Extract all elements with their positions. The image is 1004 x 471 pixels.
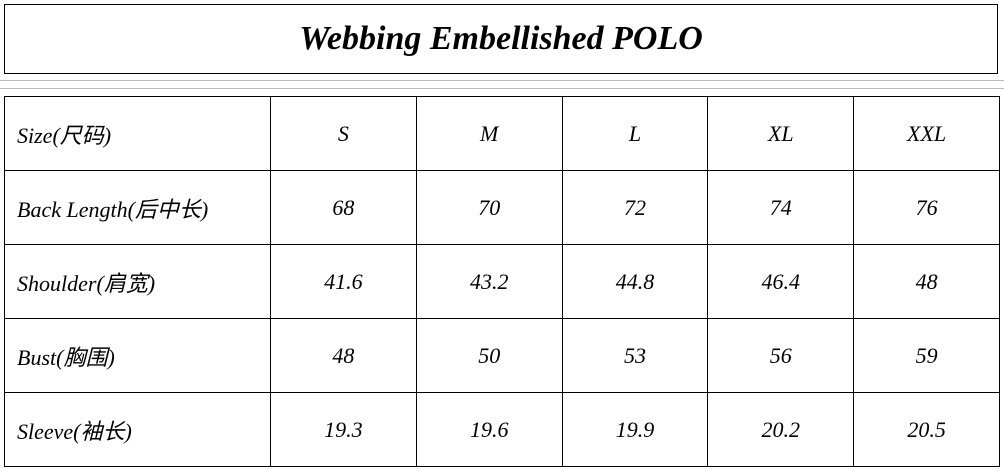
header-row: Size(尺码) S M L XL XXL bbox=[4, 96, 1000, 171]
cell: 68 bbox=[270, 170, 417, 245]
cell: 70 bbox=[415, 170, 563, 245]
size-table: Size(尺码) S M L XL XXL Back Length(后中长) 68 70 72 74… bbox=[4, 96, 1000, 467]
row-label: Size(尺码) bbox=[4, 96, 271, 171]
cell: XL bbox=[707, 96, 855, 171]
table-row: Back Length(后中长) 68 70 72 74 76 bbox=[4, 170, 1000, 245]
cell: 19.6 bbox=[415, 392, 563, 467]
cell: 48 bbox=[853, 244, 1000, 319]
cell: 43.2 bbox=[415, 244, 563, 319]
separator bbox=[0, 80, 1004, 81]
cell: 50 bbox=[415, 318, 563, 393]
title: Webbing Embellished POLO bbox=[299, 20, 703, 57]
cell: M bbox=[415, 96, 563, 171]
cell: 46.4 bbox=[707, 244, 855, 319]
cell: 19.9 bbox=[561, 392, 709, 467]
cell: 41.6 bbox=[270, 244, 417, 319]
separator bbox=[0, 88, 1004, 89]
cell: 48 bbox=[270, 318, 417, 393]
row-label: Shoulder(肩宽) bbox=[4, 244, 271, 319]
cell: 20.2 bbox=[707, 392, 855, 467]
cell: XXL bbox=[853, 96, 1000, 171]
row-label: Back Length(后中长) bbox=[4, 170, 271, 245]
row-label: Bust(胸围) bbox=[4, 318, 271, 393]
cell: 76 bbox=[853, 170, 1000, 245]
title-box: Webbing Embellished POLO bbox=[4, 4, 998, 74]
cell: 59 bbox=[853, 318, 1000, 393]
cell: L bbox=[561, 96, 709, 171]
table-row: Sleeve(袖长) 19.3 19.6 19.9 20.2 20.5 bbox=[4, 392, 1000, 467]
cell: 44.8 bbox=[561, 244, 709, 319]
cell: 72 bbox=[561, 170, 709, 245]
table-row: Bust(胸围) 48 50 53 56 59 bbox=[4, 318, 1000, 393]
cell: 19.3 bbox=[270, 392, 417, 467]
cell: S bbox=[270, 96, 417, 171]
table-row: Shoulder(肩宽) 41.6 43.2 44.8 46.4 48 bbox=[4, 244, 1000, 319]
cell: 53 bbox=[561, 318, 709, 393]
row-label: Sleeve(袖长) bbox=[4, 392, 271, 467]
cell: 20.5 bbox=[853, 392, 1000, 467]
cell: 74 bbox=[707, 170, 855, 245]
cell: 56 bbox=[707, 318, 855, 393]
